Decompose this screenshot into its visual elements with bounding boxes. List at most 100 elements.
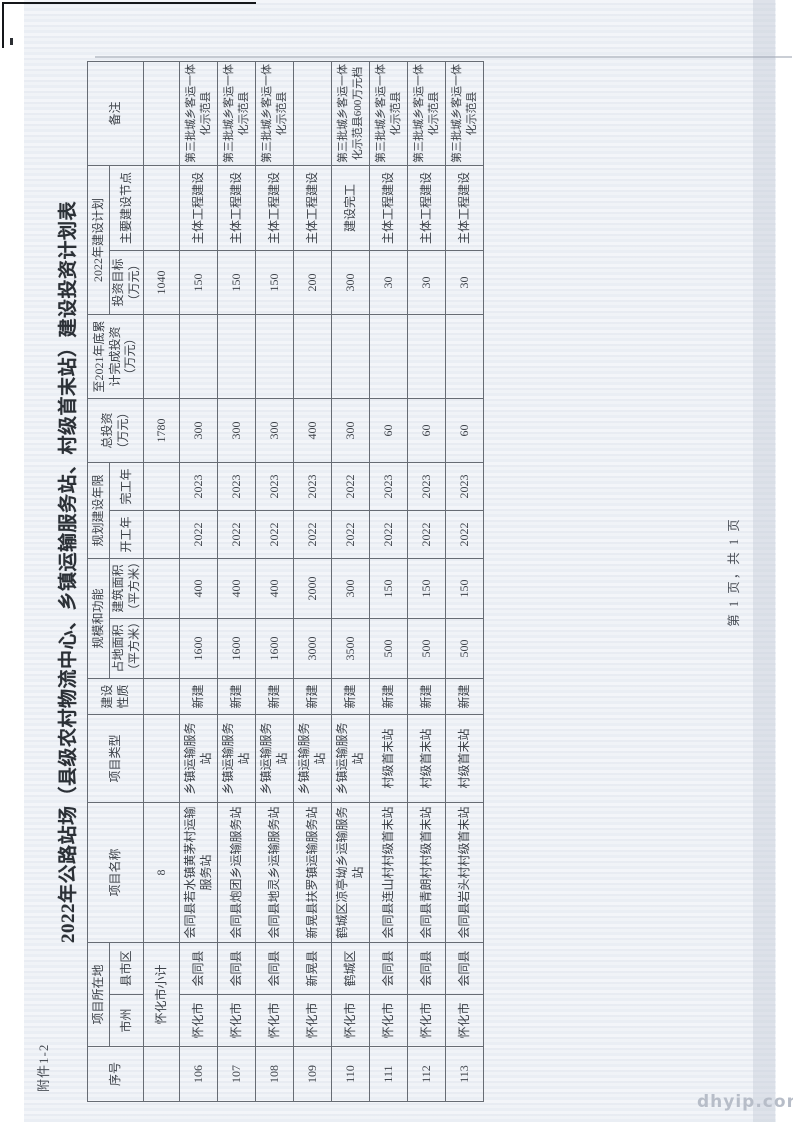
- cell-land-area: 3000: [293, 618, 332, 679]
- cell-name: 会同县炮团乡运输服务站: [217, 802, 256, 943]
- scanner-edge-artifact-top: [2, 2, 256, 4]
- cell-remark: 第三批城乡客运一体化示范县: [407, 61, 446, 166]
- cell-serial: 106: [179, 1046, 218, 1102]
- table-row: 110 怀化市 鹤城区 鹤城区凉亭坳乡运输服务站 乡镇运输服务站 新建 3500 300 202…: [331, 61, 370, 1102]
- cell-start-year: 2022: [445, 510, 484, 559]
- cell-done-invest: [445, 314, 484, 399]
- header-scale-group: 规模和功能: [87, 558, 110, 679]
- table-row: 106 怀化市 会同县 会同县若水镇黄茅村运输服务站 乡镇运输服务站 新建 1600 400 2…: [179, 61, 218, 1102]
- table-row: 111 怀化市 会同县 会同县连山村村级首末站 村级首末站 新建 500 150 2022 202…: [369, 61, 408, 1102]
- header-remark: 备注: [87, 61, 144, 166]
- table-row: 108 怀化市 会同县 会同县地灵乡运输服务站 乡镇运输服务站 新建 1600 400 2022…: [255, 61, 294, 1102]
- cell-start-year: 2022: [407, 510, 446, 559]
- cell-land-area: 1600: [255, 618, 294, 679]
- paper-edge-shadow: [95, 56, 792, 58]
- cell-invest-target: 150: [179, 250, 218, 315]
- cell-main-node: [143, 165, 180, 251]
- cell-name: 会同县青朗村村级首末站: [407, 802, 446, 943]
- cell-end-year: 2023: [217, 462, 256, 511]
- table-row: 107 怀化市 会同县 会同县炮团乡运输服务站 乡镇运输服务站 新建 1600 400 2022…: [217, 61, 256, 1102]
- cell-type: [143, 714, 180, 803]
- cell-land-area: 3500: [331, 618, 370, 679]
- cell-remark: 第三批城乡客运一体化示范县: [255, 61, 294, 166]
- cell-main-node: 主体工程建设: [369, 165, 408, 251]
- header-project-type: 项目类型: [87, 714, 144, 803]
- cell-nature: 新建: [369, 678, 408, 715]
- cell-invest-target: 30: [445, 250, 484, 315]
- cell-land-area: 500: [369, 618, 408, 679]
- investment-plan-table-wrap: 序号 项目所在地 项目名称 项目类型 建设性质 规模和功能 规划建设年限 总投资…: [87, 61, 484, 1102]
- cell-build-area: 400: [179, 558, 218, 619]
- cell-county: 会同县: [179, 942, 218, 995]
- table-row: 112 怀化市 会同县 会同县青朗村村级首末站 村级首末站 新建 500 150 2022 202…: [407, 61, 446, 1102]
- header-build-area: 建筑面积（平方米）: [109, 558, 144, 619]
- header-project-name: 项目名称: [87, 802, 144, 943]
- cell-end-year: 2023: [179, 462, 218, 511]
- cell-city: 怀化市: [179, 994, 218, 1047]
- cell-done-invest: [369, 314, 408, 399]
- cell-start-year: 2022: [369, 510, 408, 559]
- cell-start-year: 2022: [293, 510, 332, 559]
- cell-total-invest: 60: [369, 398, 408, 463]
- cell-nature: 新建: [331, 678, 370, 715]
- cell-type: 乡镇运输服务站: [179, 714, 218, 803]
- cell-build-area: 150: [445, 558, 484, 619]
- header-main-node: 主要建设节点: [109, 165, 144, 251]
- cell-total-invest: 60: [407, 398, 446, 463]
- table-row: 113 怀化市 会同县 会同县岩头村村级首末站 村级首末站 新建 500 150 2022 202…: [445, 61, 484, 1102]
- cell-invest-target: 1040: [143, 250, 180, 315]
- cell-total-invest: 300: [331, 398, 370, 463]
- cell-land-area: 1600: [217, 618, 256, 679]
- cell-end-year: 2023: [445, 462, 484, 511]
- cell-end-year: 2023: [293, 462, 332, 511]
- cell-type: 乡镇运输服务站: [217, 714, 256, 803]
- cell-invest-target: 300: [331, 250, 370, 315]
- header-invest-target: 投资目标（万元）: [109, 250, 144, 315]
- cell-city: 怀化市: [217, 994, 256, 1047]
- attachment-label: 附件1-2: [36, 1043, 51, 1092]
- cell-project-count: 8: [143, 802, 180, 943]
- table-body: 怀化市小计 8 1780 1040 106 怀化市 会同县 会同县若水镇黄茅村运输服务…: [143, 61, 484, 1102]
- cell-build-area: 150: [369, 558, 408, 619]
- cell-type: 村级首末站: [369, 714, 408, 803]
- cell-nature: 新建: [217, 678, 256, 715]
- cell-nature: 新建: [445, 678, 484, 715]
- cell-done-invest: [293, 314, 332, 399]
- cell-city: 怀化市: [331, 994, 370, 1047]
- cell-land-area: [143, 618, 180, 679]
- header-start-year: 开工年: [109, 510, 144, 559]
- cell-invest-target: 200: [293, 250, 332, 315]
- cell-type: 乡镇运输服务站: [255, 714, 294, 803]
- cell-main-node: 主体工程建设: [179, 165, 218, 251]
- cell-done-invest: [331, 314, 370, 399]
- cell-total-invest: 300: [217, 398, 256, 463]
- cell-done-invest: [143, 314, 180, 399]
- cell-build-area: [143, 558, 180, 619]
- cell-city: 怀化市: [293, 994, 332, 1047]
- cell-nature: 新建: [179, 678, 218, 715]
- page-number-footer: 第 1 页，共 1 页: [727, 517, 741, 627]
- cell-city: 怀化市: [407, 994, 446, 1047]
- cell-serial: 113: [445, 1046, 484, 1102]
- cell-build-area: 300: [331, 558, 370, 619]
- header-2022-plan-group: 2022年建设计划: [87, 165, 110, 315]
- cell-serial: 110: [331, 1046, 370, 1102]
- cell-remark: [293, 61, 332, 166]
- cell-done-invest: [255, 314, 294, 399]
- cell-type: 村级首末站: [445, 714, 484, 803]
- header-done-invest: 至2021年底累计完成投资（万元）: [87, 314, 144, 399]
- cell-type: 乡镇运输服务站: [293, 714, 332, 803]
- cell-name: 会同县地灵乡运输服务站: [255, 802, 294, 943]
- cell-main-node: 主体工程建设: [217, 165, 256, 251]
- cell-build-area: 400: [217, 558, 256, 619]
- cell-done-invest: [179, 314, 218, 399]
- cell-region-subtotal: 怀化市小计: [143, 942, 180, 1047]
- scanner-speck: [10, 38, 13, 45]
- cell-build-area: 2000: [293, 558, 332, 619]
- cell-start-year: [143, 510, 180, 559]
- cell-start-year: 2022: [331, 510, 370, 559]
- cell-serial: 112: [407, 1046, 446, 1102]
- cell-end-year: 2022: [331, 462, 370, 511]
- table-header: 序号 项目所在地 项目名称 项目类型 建设性质 规模和功能 规划建设年限 总投资…: [87, 61, 144, 1102]
- cell-remark: 第三批城乡客运一体化示范县: [217, 61, 256, 166]
